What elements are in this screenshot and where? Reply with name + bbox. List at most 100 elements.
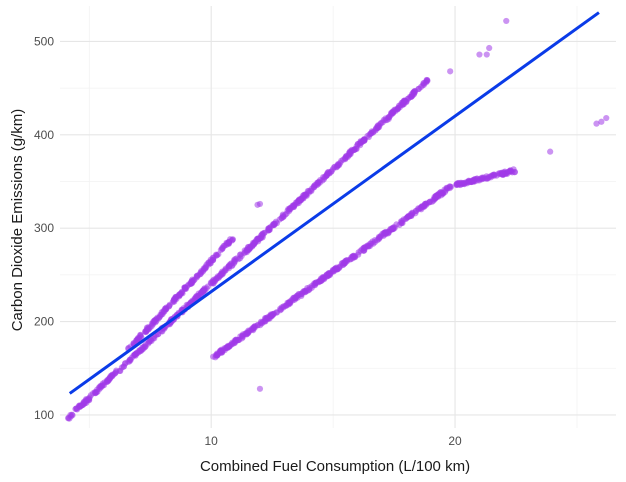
y-tick-label: 400 — [34, 128, 54, 142]
data-points — [65, 17, 610, 422]
data-point — [145, 324, 152, 331]
y-axis-tick-labels: 100 200 300 400 500 — [34, 34, 54, 421]
data-point — [447, 68, 454, 75]
data-point — [278, 214, 285, 222]
data-point — [127, 356, 134, 364]
data-point — [265, 227, 272, 234]
data-point — [473, 177, 481, 184]
data-point — [290, 202, 298, 209]
data-point — [446, 183, 453, 190]
data-point — [92, 389, 99, 397]
data-point — [593, 120, 600, 127]
data-point — [371, 237, 378, 244]
data-point — [426, 198, 433, 206]
data-point — [225, 240, 232, 247]
data-point — [417, 83, 425, 91]
data-point — [78, 402, 85, 409]
data-point — [213, 252, 220, 259]
data-point — [246, 245, 253, 252]
data-point — [201, 265, 209, 272]
data-point — [400, 100, 407, 107]
data-point — [225, 343, 232, 350]
data-point — [598, 118, 605, 125]
data-point — [503, 17, 510, 25]
data-point — [323, 172, 330, 179]
data-point — [255, 235, 262, 242]
data-point — [334, 266, 341, 273]
data-point — [486, 44, 493, 52]
data-point — [97, 384, 104, 391]
data-point — [285, 205, 292, 213]
minor-gridlines — [60, 6, 616, 428]
data-point — [410, 91, 417, 98]
data-point — [455, 179, 462, 187]
data-point — [231, 258, 238, 265]
data-point — [349, 255, 356, 262]
data-point — [67, 411, 74, 419]
data-point — [151, 318, 158, 325]
data-point — [500, 171, 507, 178]
y-tick-label: 100 — [34, 408, 54, 422]
data-point — [184, 283, 191, 290]
data-point — [117, 367, 124, 375]
data-point — [256, 385, 264, 392]
data-point — [156, 313, 164, 320]
data-point — [216, 272, 223, 279]
data-point — [209, 256, 216, 263]
data-point — [388, 110, 395, 118]
data-point — [236, 251, 244, 258]
data-point — [342, 257, 349, 264]
data-point — [389, 225, 396, 232]
data-point — [335, 160, 342, 168]
data-point — [363, 243, 370, 250]
data-point — [148, 337, 155, 345]
data-point — [193, 274, 200, 281]
data-point — [176, 291, 183, 298]
data-point — [162, 305, 169, 312]
data-point — [218, 348, 225, 355]
data-point — [326, 270, 334, 278]
data-point — [131, 351, 139, 358]
data-point — [73, 405, 80, 412]
data-point — [207, 279, 214, 286]
data-point — [237, 333, 244, 340]
data-point — [483, 51, 490, 58]
data-point — [367, 130, 374, 137]
data-point — [438, 192, 445, 199]
regression-line — [68, 11, 600, 395]
data-point — [251, 239, 258, 247]
data-point — [289, 297, 296, 304]
data-point — [311, 182, 318, 189]
data-point — [189, 279, 196, 286]
data-point — [424, 77, 431, 85]
data-point — [385, 115, 392, 123]
data-point — [331, 164, 338, 171]
x-tick-label: 20 — [448, 434, 462, 448]
x-axis-title: Combined Fuel Consumption (L/100 km) — [200, 458, 470, 475]
data-point — [547, 148, 554, 155]
data-point — [297, 197, 304, 204]
plot-background — [60, 6, 616, 428]
data-point — [142, 343, 149, 350]
regression-line-group — [68, 11, 600, 395]
data-point — [342, 156, 349, 163]
data-point — [382, 230, 390, 237]
data-point — [441, 186, 448, 193]
data-point — [249, 324, 257, 331]
y-axis-title: Carbon Dioxide Emissions (g/km) — [9, 109, 26, 332]
data-point — [311, 281, 318, 289]
y-tick-label: 200 — [34, 315, 54, 329]
data-point — [400, 216, 407, 223]
data-point — [217, 246, 224, 254]
x-tick-label: 10 — [205, 434, 219, 448]
x-axis-tick-labels: 10 20 — [205, 434, 463, 448]
data-point — [507, 168, 514, 175]
data-point — [358, 139, 365, 146]
data-point — [243, 331, 250, 338]
data-point — [256, 200, 264, 208]
data-point — [476, 51, 483, 58]
data-point — [201, 285, 208, 292]
data-point — [106, 374, 114, 381]
data-point — [137, 346, 145, 353]
